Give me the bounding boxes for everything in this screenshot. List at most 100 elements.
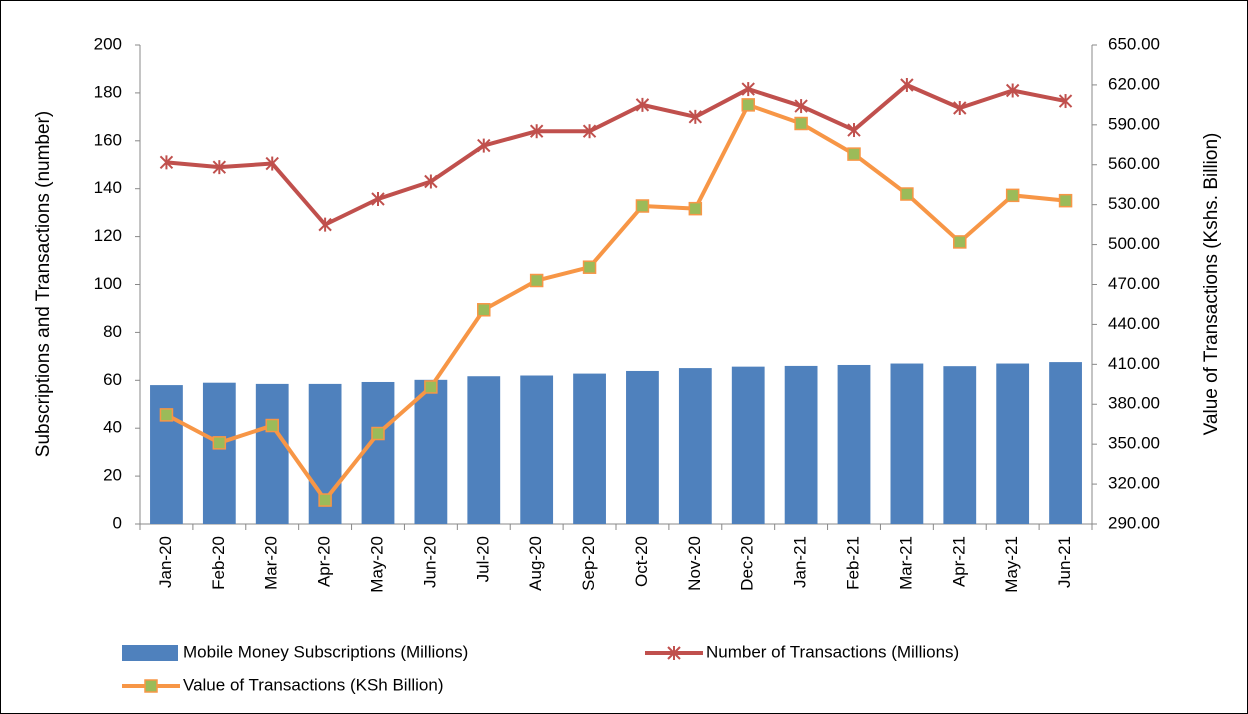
marker — [847, 123, 861, 138]
x-tick-label: May-20 — [367, 536, 386, 593]
marker — [318, 217, 332, 232]
marker — [953, 235, 967, 249]
marker — [529, 124, 544, 139]
marker — [582, 124, 597, 139]
y2-tick-label: 530.00 — [1108, 194, 1160, 213]
bar — [202, 382, 236, 524]
marker — [953, 100, 967, 115]
bar — [573, 373, 606, 524]
y2-tick-label: 410.00 — [1108, 354, 1160, 373]
marker — [688, 201, 703, 216]
marker — [265, 418, 279, 433]
bar — [996, 363, 1030, 524]
legend-label: Mobile Money Subscriptions (Millions) — [183, 642, 468, 661]
marker — [688, 109, 703, 124]
marker — [144, 679, 158, 693]
x-tick-label: Mar-20 — [262, 536, 281, 590]
marker — [1058, 193, 1073, 208]
y-tick-label: 40 — [103, 418, 122, 437]
bar — [678, 368, 712, 524]
y-tick-label: 20 — [103, 466, 122, 485]
marker — [424, 380, 438, 394]
bar — [626, 370, 659, 524]
x-tick-label: Apr-21 — [949, 536, 968, 587]
bar — [361, 381, 395, 524]
marker — [1005, 83, 1020, 98]
bar — [150, 385, 183, 524]
x-tick-label: Dec-20 — [738, 536, 757, 591]
y2-tick-label: 620.00 — [1108, 74, 1160, 93]
legend-label: Value of Transactions (KSh Billion) — [183, 675, 443, 694]
y2-tick-label: 500.00 — [1108, 234, 1160, 253]
legend-label: Number of Transactions (Millions) — [706, 642, 959, 661]
x-tick-label: Jun-20 — [420, 536, 439, 588]
marker — [847, 147, 861, 161]
bar — [255, 383, 289, 524]
bar — [1049, 362, 1082, 524]
x-tick-label: Feb-20 — [209, 536, 228, 590]
marker — [635, 199, 650, 213]
line — [166, 82, 1066, 227]
marker — [529, 273, 544, 288]
y-tick-label: 0 — [113, 513, 122, 532]
y-tick-label: 120 — [94, 226, 122, 245]
y-tick-label: 160 — [94, 130, 122, 149]
bar — [467, 376, 501, 524]
y2-tick-label: 320.00 — [1108, 474, 1160, 493]
marker — [582, 260, 597, 274]
x-tick-label: Apr-20 — [315, 536, 334, 587]
marker — [318, 493, 332, 507]
marker — [212, 160, 227, 175]
y2-tick-label: 470.00 — [1108, 274, 1160, 293]
marker — [1005, 188, 1020, 203]
marker — [371, 426, 385, 441]
x-tick-label: Feb-21 — [843, 536, 862, 590]
y-tick-label: 80 — [103, 322, 122, 341]
x-tick-label: Jan-20 — [156, 536, 175, 588]
x-tick-label: Mar-21 — [896, 536, 915, 590]
bar — [837, 364, 871, 524]
marker — [477, 303, 491, 317]
bar — [943, 366, 977, 524]
marker — [900, 187, 914, 201]
x-tick-label: Jan-21 — [791, 536, 810, 588]
y2-tick-label: 560.00 — [1108, 154, 1160, 173]
bar — [520, 375, 554, 524]
y2-axis-label: Value of Transactions (Kshs. Billion) — [1201, 133, 1222, 436]
y2-tick-label: 650.00 — [1108, 34, 1160, 53]
marker — [794, 116, 808, 131]
marker — [1058, 94, 1073, 109]
line — [165, 102, 1066, 503]
x-tick-label: May-21 — [1002, 536, 1021, 593]
y2-tick-label: 440.00 — [1108, 314, 1160, 333]
marker — [371, 191, 385, 206]
x-tick-label: Aug-20 — [526, 536, 545, 591]
marker — [477, 138, 491, 153]
marker — [635, 97, 650, 112]
marker — [159, 155, 174, 170]
x-tick-label: Jul-20 — [473, 536, 492, 582]
y-axis-label: Subscriptions and Transactions (number) — [33, 111, 54, 457]
y-tick-label: 180 — [94, 82, 122, 101]
y2-tick-label: 590.00 — [1108, 114, 1160, 133]
x-tick-label: Sep-20 — [579, 536, 598, 591]
y2-tick-label: 290.00 — [1108, 513, 1160, 532]
marker — [212, 436, 227, 450]
marker — [741, 98, 755, 112]
marker — [265, 156, 279, 171]
x-tick-label: Oct-20 — [632, 536, 651, 587]
y-tick-label: 200 — [94, 34, 122, 53]
bar — [890, 363, 924, 524]
x-tick-label: Nov-20 — [685, 536, 704, 591]
x-tick-label: Jun-21 — [1055, 536, 1074, 588]
bar — [414, 379, 448, 524]
y-tick-label: 60 — [103, 370, 122, 389]
bar — [731, 366, 765, 524]
legend-swatch — [122, 645, 178, 661]
marker — [900, 77, 914, 92]
y-tick-label: 100 — [94, 274, 122, 293]
marker — [741, 82, 755, 97]
marker — [667, 646, 681, 660]
